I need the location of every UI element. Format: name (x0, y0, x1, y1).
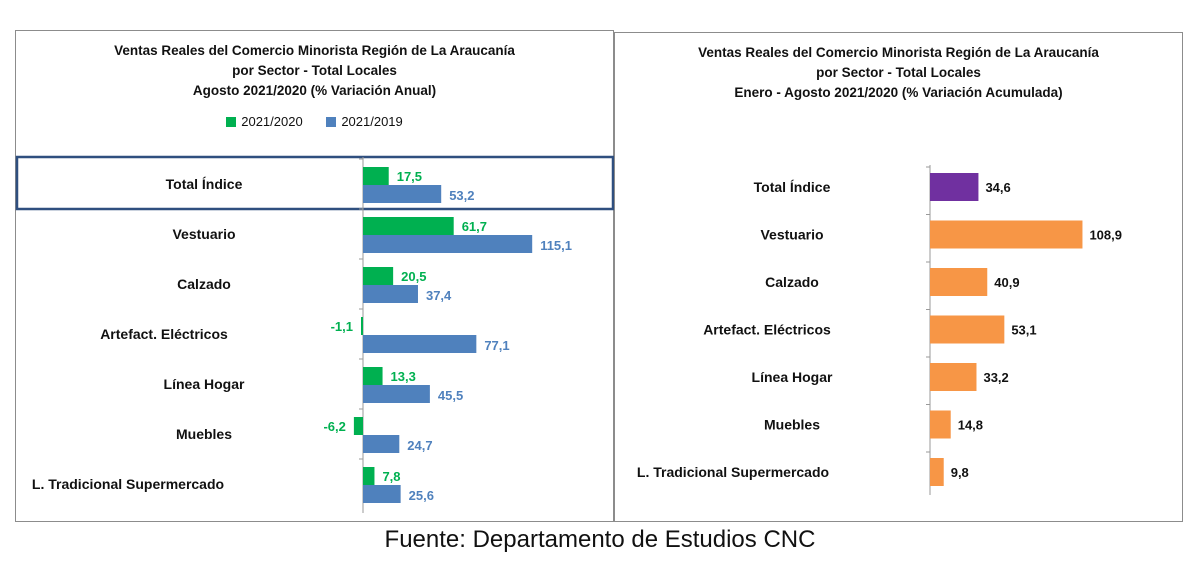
right-category-label-l-tradicional-supermercado: L. Tradicional Supermercado (637, 464, 829, 480)
left-bar-2021-2019-vestuario (363, 235, 533, 253)
left-bar-2021-2019-artefact-electricos (363, 335, 477, 353)
right-bar-total-indice (930, 173, 979, 201)
left-bar-2021-2019-total-indice (363, 185, 442, 203)
left-bar-2021-2020-vestuario (363, 217, 454, 235)
right-category-label-total-indice: Total Índice (754, 179, 831, 195)
left-bar-2021-2020-total-indice (363, 167, 389, 185)
right-bar-vestuario (930, 220, 1083, 249)
left-label-2021-2020-artefact-electricos: -1,1 (331, 319, 353, 334)
left-label-2021-2020-vestuario: 61,7 (462, 219, 487, 234)
total-index-highlight-frame (15, 155, 615, 211)
source-note: Fuente: Departamento de Estudios CNC (384, 526, 816, 553)
left-chart-title-line-2: por Sector - Total Locales (232, 63, 397, 78)
left-category-label-vestuario: Vestuario (172, 226, 235, 242)
left-bar-2021-2020-linea-hogar (363, 367, 383, 385)
right-label-artefact-electricos: 53,1 (1011, 323, 1036, 338)
right-bar-calzado (930, 268, 988, 296)
right-label-muebles: 14,8 (958, 418, 983, 433)
right-bar-linea-hogar (930, 363, 977, 391)
left-label-2021-2019-muebles: 24,7 (407, 438, 432, 453)
right-category-label-vestuario: Vestuario (760, 227, 823, 243)
left-chart-title-line-1: Ventas Reales del Comercio Minorista Reg… (114, 43, 515, 58)
left-bar-2021-2019-calzado (363, 285, 418, 303)
legend-swatch-green (226, 117, 237, 127)
left-bar-2021-2020-calzado (363, 267, 394, 285)
left-label-2021-2019-linea-hogar: 45,5 (438, 388, 463, 403)
left-label-2021-2019-total-indice: 53,2 (449, 188, 474, 203)
right-category-label-calzado: Calzado (765, 274, 819, 290)
left-category-label-calzado: Calzado (177, 276, 231, 292)
legend-label-2021-2020: 2021/2020 (241, 114, 303, 129)
left-category-label-muebles: Muebles (176, 426, 232, 442)
legend-item-2021-2020: 2021/2020 (226, 114, 303, 129)
right-label-calzado: 40,9 (994, 275, 1019, 290)
right-bar-l-tradicional-supermercado (930, 458, 944, 486)
left-bar-2021-2020-l-tradicional-supermercado (363, 467, 375, 485)
right-category-label-linea-hogar: Línea Hogar (752, 369, 833, 385)
left-label-2021-2019-artefact-electricos: 77,1 (484, 338, 509, 353)
left-label-2021-2020-total-indice: 17,5 (397, 169, 422, 184)
left-label-2021-2020-calzado: 20,5 (401, 269, 426, 284)
right-bar-muebles (930, 410, 951, 439)
left-label-2021-2020-l-tradicional-supermercado: 7,8 (382, 469, 400, 484)
right-chart-title-line-1: Ventas Reales del Comercio Minorista Reg… (698, 45, 1099, 60)
left-chart-panel: Ventas Reales del Comercio Minorista Reg… (15, 30, 615, 522)
right-category-label-artefact-electricos: Artefact. Eléctricos (703, 322, 831, 338)
right-label-l-tradicional-supermercado: 9,8 (951, 465, 969, 480)
left-label-2021-2019-calzado: 37,4 (426, 288, 452, 303)
left-label-2021-2019-vestuario: 115,1 (540, 238, 572, 253)
right-chart-title-line-3: Enero - Agosto 2021/2020 (% Variación Ac… (734, 85, 1063, 100)
right-label-total-indice: 34,6 (985, 180, 1010, 195)
left-chart-title-line-3: Agosto 2021/2020 (% Variación Anual) (192, 83, 437, 98)
right-bar-artefact-electricos (930, 315, 1005, 344)
left-bar-2021-2019-muebles (363, 435, 400, 453)
left-bar-2021-2020-artefact-electricos (361, 317, 363, 335)
right-chart-title-line-2: por Sector - Total Locales (816, 65, 981, 80)
left-category-label-l-tradicional-supermercado: L. Tradicional Supermercado (32, 476, 224, 492)
left-category-label-linea-hogar: Línea Hogar (164, 376, 245, 392)
left-chart-plot: Total Índice 17,5 53,2 Vestuario 61,7 115,1 Ca… (15, 155, 615, 513)
right-label-linea-hogar: 33,2 (983, 370, 1008, 385)
right-chart-plot: Total Índice 34,6 Vestuario 108,9 Calzado 40,… (637, 165, 1122, 495)
legend-label-2021-2019: 2021/2019 (341, 114, 403, 129)
right-category-label-muebles: Muebles (764, 417, 820, 433)
left-category-label-total-indice: Total Índice (166, 176, 243, 192)
left-category-label-artefact-electricos: Artefact. Eléctricos (100, 326, 228, 342)
legend-item-2021-2019: 2021/2019 (326, 114, 403, 129)
legend-swatch-blue (326, 117, 337, 127)
right-chart-panel: Ventas Reales del Comercio Minorista Reg… (614, 32, 1183, 522)
left-chart-legend: 2021/2020 2021/2019 (16, 114, 613, 129)
left-bar-2021-2019-linea-hogar (363, 385, 430, 403)
left-label-2021-2020-muebles: -6,2 (323, 419, 345, 434)
left-bar-2021-2020-muebles (353, 417, 363, 435)
right-label-vestuario: 108,9 (1089, 228, 1122, 243)
left-label-2021-2019-l-tradicional-supermercado: 25,6 (409, 488, 434, 503)
left-bar-2021-2019-l-tradicional-supermercado (363, 485, 401, 503)
left-label-2021-2020-linea-hogar: 13,3 (391, 369, 416, 384)
